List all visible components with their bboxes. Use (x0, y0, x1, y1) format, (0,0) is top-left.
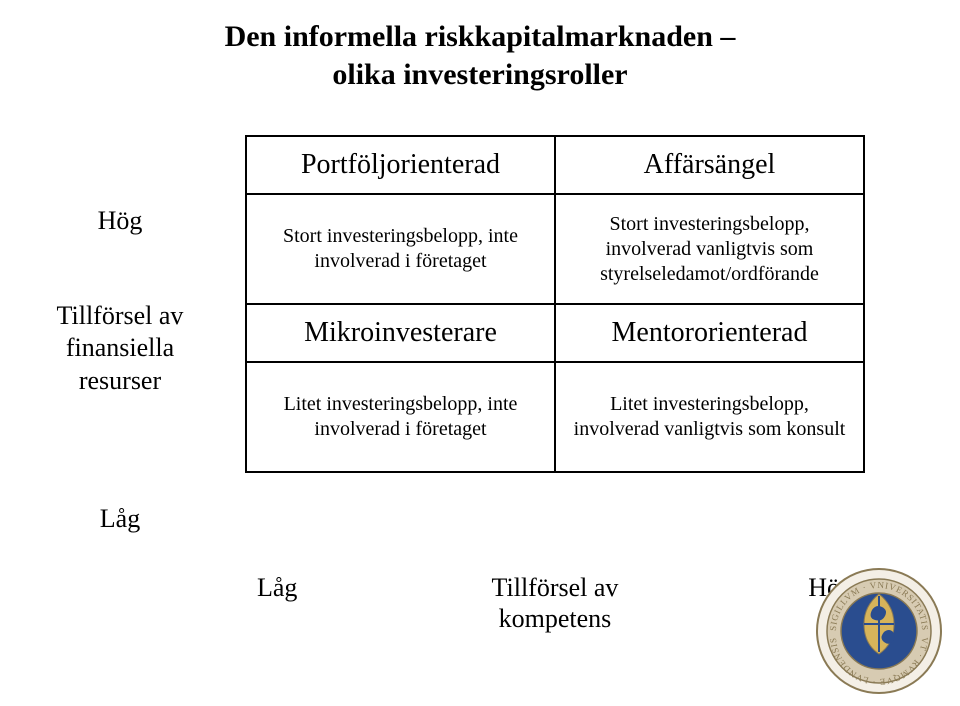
cell-mid-left: Mikroinvesterare (246, 304, 555, 362)
matrix: Portföljorienterad Affärsängel Stort inv… (245, 135, 865, 473)
cell-body-br: Litet investeringsbelopp, involverad van… (555, 362, 864, 472)
university-seal-icon: SIGILLVM · VNIVERSITATIS VT · RVMQVE · L… (814, 566, 944, 696)
cell-top-right: Affärsängel (555, 136, 864, 194)
cell-mid-right: Mentororienterad (555, 304, 864, 362)
y-axis-high: Hög (20, 205, 220, 238)
cell-top-left: Portföljorienterad (246, 136, 555, 194)
cell-body-tr: Stort investeringsbelopp, involverad van… (555, 194, 864, 304)
x-axis: Låg Tillförsel av kompetens Hög (245, 572, 865, 634)
page-title: Den informella riskkapitalmarknaden – ol… (0, 18, 960, 93)
y-axis-low: Låg (20, 503, 220, 536)
y-axis-label: Tillförsel av finansiella resurser (20, 300, 220, 398)
x-axis-low: Låg (257, 572, 297, 603)
x-axis-label: Tillförsel av kompetens (492, 572, 619, 634)
cell-body-tl: Stort investeringsbelopp, inte involvera… (246, 194, 555, 304)
y-axis: Hög Tillförsel av finansiella resurser L… (20, 205, 220, 536)
cell-body-bl: Litet investeringsbelopp, inte involvera… (246, 362, 555, 472)
